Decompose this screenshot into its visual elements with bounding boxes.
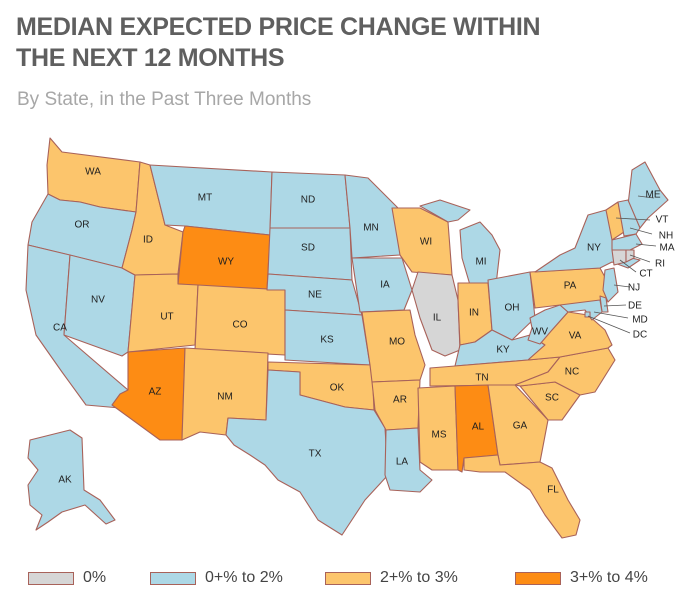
legend-swatch-zero xyxy=(28,571,74,585)
state-label-NC: NC xyxy=(565,367,579,378)
legend-item-low: 0+% to 2% xyxy=(150,569,283,587)
state-label-NV: NV xyxy=(91,295,105,306)
state-label-ND: ND xyxy=(301,195,315,206)
state-label-OH: OH xyxy=(505,303,520,314)
state-IL xyxy=(411,271,461,357)
state-NH xyxy=(617,199,641,237)
state-label-KS: KS xyxy=(320,335,334,346)
state-label-KY: KY xyxy=(496,345,510,356)
state-label-OK: OK xyxy=(330,383,345,394)
label-leader-lines xyxy=(587,195,657,334)
state-MI xyxy=(419,199,501,286)
state-label-NY: NY xyxy=(587,243,601,254)
legend-item-high: 3+% to 4% xyxy=(515,569,648,587)
state-label-AR: AR xyxy=(393,395,407,406)
state-TX xyxy=(225,369,389,536)
state-OH xyxy=(487,271,536,341)
state-MN xyxy=(344,174,401,259)
state-label-IA: IA xyxy=(380,280,390,291)
state-AK xyxy=(27,429,116,531)
state-label-DE: DE xyxy=(628,301,642,312)
state-label-UT: UT xyxy=(160,312,173,323)
state-label-ME: ME xyxy=(646,190,661,201)
state-label-AK: AK xyxy=(58,475,72,486)
state-MD xyxy=(559,299,603,321)
state-label-IN: IN xyxy=(469,308,479,319)
state-label-WV: WV xyxy=(532,327,548,338)
state-IA xyxy=(351,257,413,313)
state-label-NE: NE xyxy=(308,290,322,301)
state-label-CT: CT xyxy=(639,269,652,280)
state-SD xyxy=(267,227,353,281)
state-label-PA: PA xyxy=(564,281,577,292)
state-label-MN: MN xyxy=(363,223,379,234)
state-label-WA: WA xyxy=(85,167,101,178)
state-MO xyxy=(361,309,426,383)
state-label-TX: TX xyxy=(309,449,322,460)
state-label-VT: VT xyxy=(656,215,669,226)
state-label-OR: OR xyxy=(75,220,90,231)
state-label-MS: MS xyxy=(432,430,447,441)
state-label-MD: MD xyxy=(632,315,648,326)
state-label-CO: CO xyxy=(233,320,248,331)
state-FL xyxy=(463,454,581,539)
legend-swatch-mid xyxy=(325,571,371,585)
chart-subtitle: By State, in the Past Three Months xyxy=(17,89,312,110)
title-line-1: MEDIAN EXPECTED PRICE CHANGE WITHIN xyxy=(16,13,541,41)
state-label-RI: RI xyxy=(655,259,665,270)
state-label-AL: AL xyxy=(472,422,485,433)
legend-item-zero: 0% xyxy=(28,569,106,587)
state-label-MO: MO xyxy=(389,337,405,348)
legend-swatch-high xyxy=(515,571,561,585)
legend: 0% 0+% to 2% 2+% to 3% 3+% to 4% xyxy=(28,569,678,591)
state-LA xyxy=(384,427,433,493)
state-label-TN: TN xyxy=(475,373,488,384)
legend-label-mid: 2+% to 3% xyxy=(380,569,458,586)
state-WV xyxy=(527,304,569,345)
state-label-VA: VA xyxy=(569,331,582,342)
state-label-MT: MT xyxy=(198,193,212,204)
state-label-AZ: AZ xyxy=(149,387,162,398)
state-MA xyxy=(611,233,643,251)
state-label-MA: MA xyxy=(660,243,675,254)
state-label-MI: MI xyxy=(475,257,486,268)
state-label-WI: WI xyxy=(420,237,432,248)
state-label-WY: WY xyxy=(218,257,234,268)
state-label-ID: ID xyxy=(143,235,153,246)
legend-label-high: 3+% to 4% xyxy=(570,569,648,586)
state-MS xyxy=(417,385,459,471)
state-label-GA: GA xyxy=(513,421,528,432)
title-line-2: THE NEXT 12 MONTHS xyxy=(16,44,285,72)
legend-label-low: 0+% to 2% xyxy=(205,569,283,586)
state-label-CA: CA xyxy=(53,323,67,334)
legend-swatch-low xyxy=(150,571,196,585)
legend-label-zero: 0% xyxy=(83,569,107,586)
legend-item-mid: 2+% to 3% xyxy=(325,569,458,587)
state-label-LA: LA xyxy=(396,457,409,468)
chart-title: MEDIAN EXPECTED PRICE CHANGE WITHIN THE … xyxy=(16,12,676,74)
state-label-NM: NM xyxy=(217,392,233,403)
state-NJ xyxy=(602,267,619,303)
state-label-IL: IL xyxy=(433,313,442,324)
state-label-DC: DC xyxy=(633,330,647,341)
state-label-NH: NH xyxy=(659,231,673,242)
state-label-SC: SC xyxy=(545,393,559,404)
state-label-SD: SD xyxy=(301,243,315,254)
state-label-NJ: NJ xyxy=(628,283,640,294)
state-RI xyxy=(625,249,635,263)
state-label-FL: FL xyxy=(547,485,559,496)
